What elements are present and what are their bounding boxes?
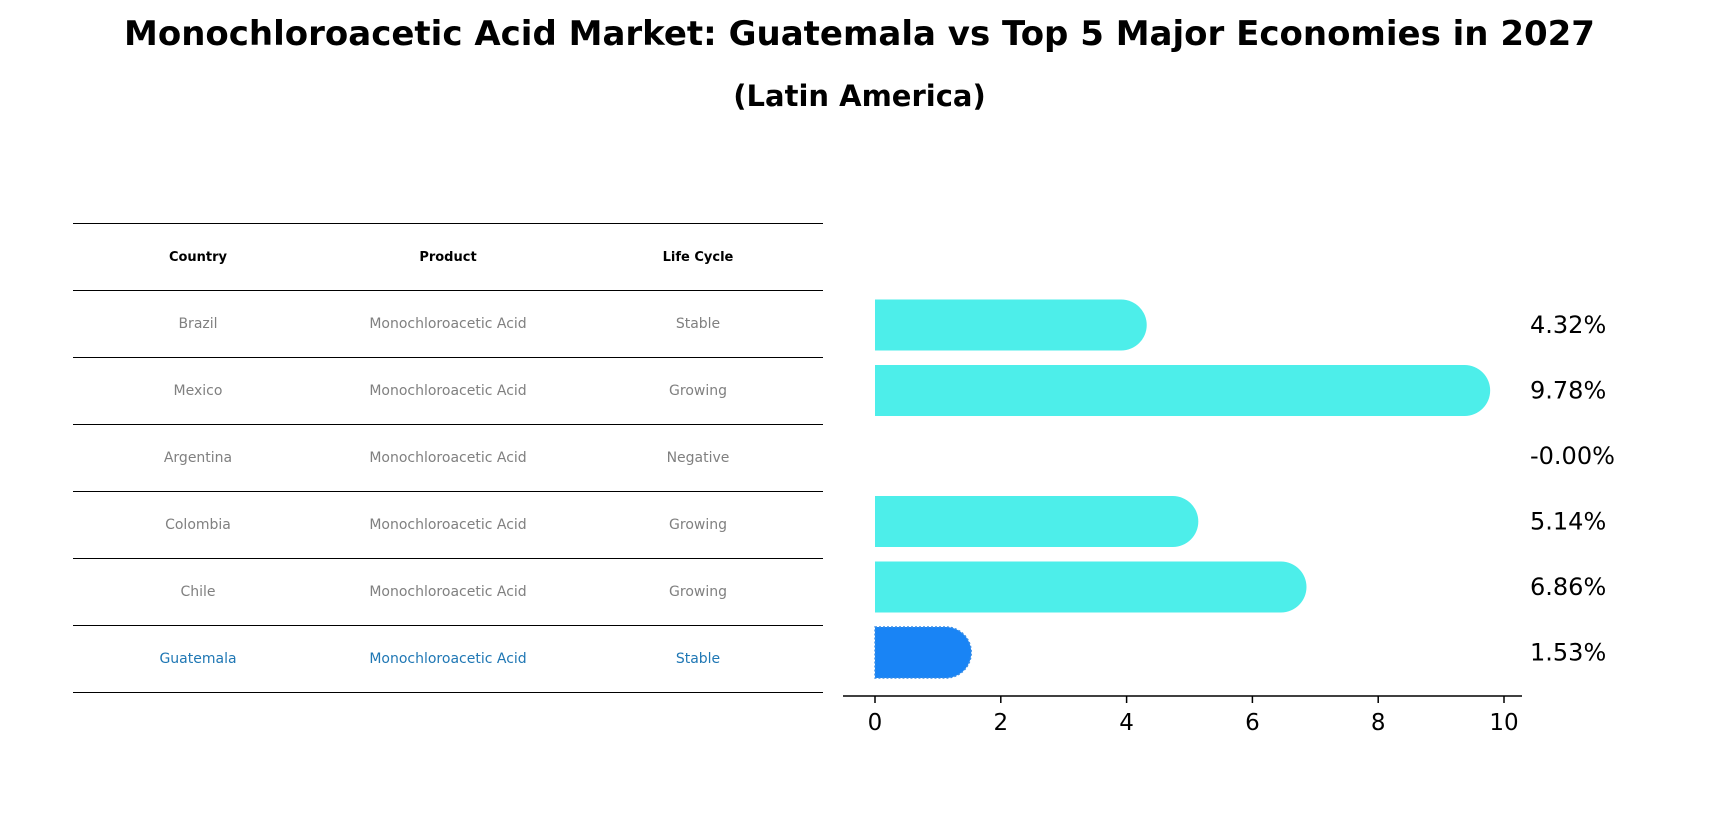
value-label-chile: 6.86% (1530, 573, 1606, 601)
bar-brazil (875, 299, 1147, 351)
product-cell: Monochloroacetic Acid (323, 625, 573, 693)
table-row-highlight: Guatemala Monochloroacetic Acid Stable (73, 625, 823, 693)
country-cell: Mexico (73, 357, 323, 425)
column-header-product: Product (323, 223, 573, 291)
bar-chile (875, 561, 1307, 613)
table-row: Mexico Monochloroacetic Acid Growing (73, 357, 823, 425)
x-tick-label: 4 (1119, 710, 1134, 736)
bar-guatemala (874, 626, 972, 679)
product-cell: Monochloroacetic Acid (323, 290, 573, 358)
product-cell: Monochloroacetic Acid (323, 424, 573, 492)
product-cell: Monochloroacetic Acid (323, 357, 573, 425)
x-tick-label: 10 (1489, 710, 1518, 736)
table-row: Chile Monochloroacetic Acid Growing (73, 558, 823, 626)
bar-mexico (875, 365, 1491, 416)
column-header-country: Country (73, 223, 323, 291)
value-label-mexico: 9.78% (1530, 377, 1606, 405)
country-table: Country Product Life Cycle Brazil Monoch… (73, 223, 823, 693)
country-cell: Chile (73, 558, 323, 626)
product-cell: Monochloroacetic Acid (323, 491, 573, 559)
x-tick-label: 2 (993, 710, 1008, 736)
table-row: Argentina Monochloroacetic Acid Negative (73, 424, 823, 492)
table-row: Colombia Monochloroacetic Acid Growing (73, 491, 823, 559)
life-cycle-cell: Growing (573, 491, 823, 559)
column-header-life-cycle: Life Cycle (573, 223, 823, 291)
life-cycle-cell: Negative (573, 424, 823, 492)
country-cell: Argentina (73, 424, 323, 492)
country-cell: Colombia (73, 491, 323, 559)
value-label-guatemala: 1.53% (1530, 639, 1606, 667)
life-cycle-cell: Stable (573, 290, 823, 358)
bar-colombia (875, 496, 1199, 547)
chart-title: Monochloroacetic Acid Market: Guatemala … (124, 14, 1595, 54)
table-row: Brazil Monochloroacetic Acid Stable (73, 290, 823, 358)
value-label-argentina: -0.00% (1530, 442, 1615, 470)
x-tick-label: 6 (1245, 710, 1260, 736)
life-cycle-cell: Growing (573, 558, 823, 626)
life-cycle-cell: Stable (573, 625, 823, 693)
value-label-brazil: 4.32% (1530, 311, 1606, 339)
chart-subtitle: (Latin America) (733, 79, 986, 113)
x-tick-label: 8 (1371, 710, 1386, 736)
country-cell: Guatemala (73, 625, 323, 693)
value-label-colombia: 5.14% (1530, 508, 1606, 536)
product-cell: Monochloroacetic Acid (323, 558, 573, 626)
x-tick-label: 0 (868, 710, 883, 736)
country-cell: Brazil (73, 290, 323, 358)
life-cycle-cell: Growing (573, 357, 823, 425)
table-header-row: Country Product Life Cycle (73, 223, 823, 291)
